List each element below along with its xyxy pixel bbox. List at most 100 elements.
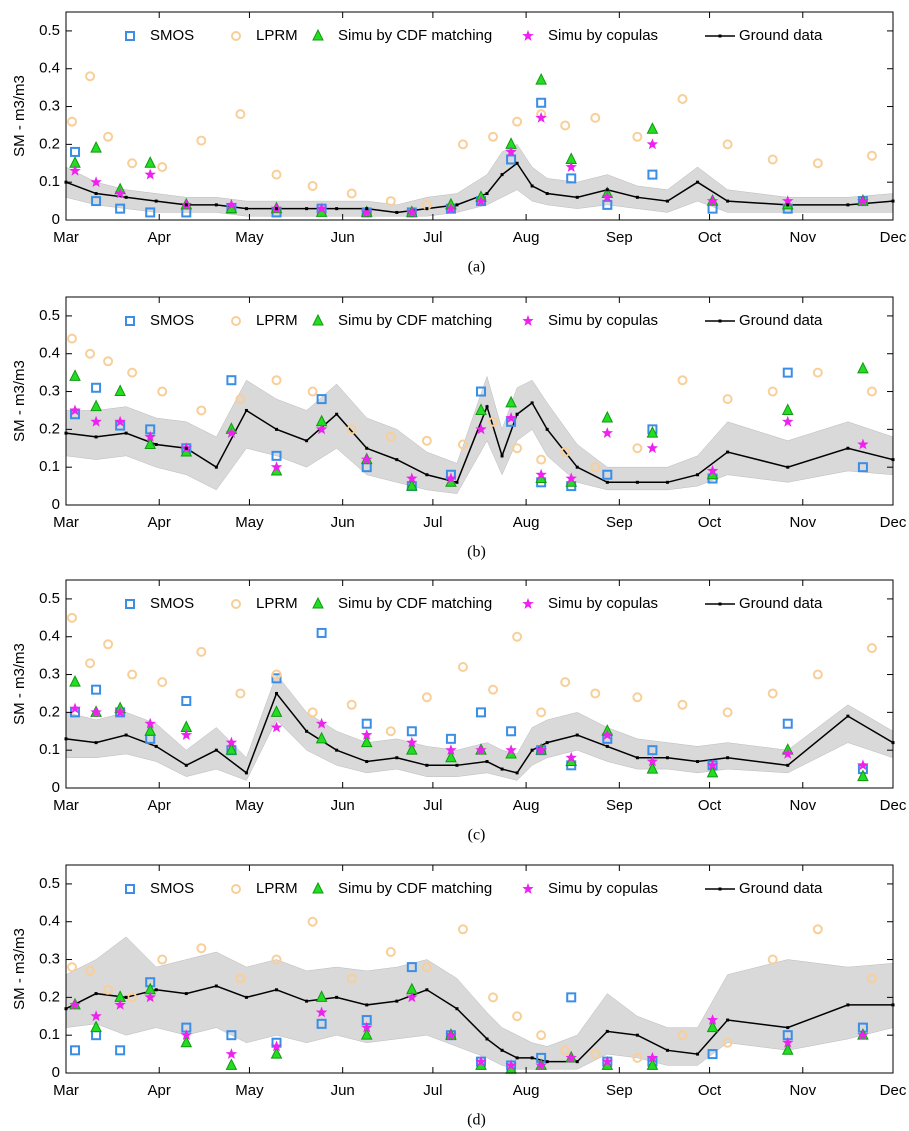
x-tick-label: Mar: [53, 514, 79, 531]
point-star: [90, 1010, 102, 1022]
point-square: [226, 1030, 237, 1041]
point-star: [601, 729, 613, 740]
point-line: [214, 465, 218, 469]
point-line: [665, 480, 669, 484]
point-line: [665, 1048, 669, 1052]
y-tick-label: 0.3: [39, 383, 60, 400]
point-line: [94, 192, 98, 196]
point-triangle: [360, 735, 373, 748]
point-star: [69, 164, 81, 176]
point-circle: [722, 707, 733, 718]
point-line: [696, 180, 700, 184]
point-line: [395, 756, 399, 760]
legend-marker: [231, 316, 241, 326]
x-tick-label: Apr: [148, 797, 171, 814]
point-line: [365, 207, 369, 211]
point-line: [214, 984, 218, 988]
point-circle: [812, 669, 823, 680]
point-square: [115, 203, 126, 214]
point-triangle: [475, 403, 487, 415]
legend-marker: [522, 315, 534, 326]
point-square: [707, 1049, 718, 1060]
point-circle: [767, 954, 778, 965]
point-circle: [85, 348, 96, 359]
legend-marker: [312, 28, 324, 41]
x-tick-label: Jul: [423, 229, 442, 246]
point-triangle: [406, 478, 418, 491]
point-square: [271, 450, 282, 461]
x-tick-label: Apr: [148, 514, 171, 531]
point-line: [786, 1026, 790, 1030]
x-tick-label: Dec: [880, 797, 907, 814]
point-circle: [85, 71, 96, 82]
point-star: [361, 206, 373, 218]
point-star: [475, 1055, 487, 1067]
y-axis-label: SM - m3/m3: [11, 360, 28, 442]
legend-label: Ground data: [739, 27, 823, 44]
x-tick-label: Sep: [606, 797, 633, 814]
point-line: [500, 454, 504, 458]
x-tick-label: May: [235, 797, 264, 814]
point-circle: [67, 612, 78, 623]
point-star: [782, 748, 794, 759]
point-circle: [722, 139, 733, 150]
point-circle: [127, 367, 138, 378]
point-line: [696, 1052, 700, 1056]
point-line: [846, 714, 850, 718]
point-star: [565, 1051, 577, 1063]
point-star: [144, 991, 156, 1003]
legend-marker: [125, 599, 135, 609]
point-circle: [590, 462, 601, 473]
point-circle: [307, 386, 318, 397]
point-line: [275, 691, 279, 695]
point-star: [505, 412, 517, 423]
point-circle: [157, 386, 168, 397]
point-circle: [157, 677, 168, 688]
point-circle: [196, 135, 207, 146]
point-circle: [677, 93, 688, 104]
point-star: [601, 1055, 613, 1067]
point-line: [305, 999, 309, 1003]
point-line: [485, 192, 489, 196]
point-circle: [385, 196, 396, 207]
point-star: [475, 195, 487, 206]
point-line: [124, 995, 128, 999]
point-circle: [488, 416, 499, 427]
point-square: [506, 726, 517, 737]
point-star: [270, 721, 283, 733]
y-tick-label: 0: [52, 496, 60, 513]
y-tick-label: 0: [52, 1064, 60, 1081]
point-line: [365, 446, 369, 450]
y-tick-label: 0: [52, 211, 60, 228]
point-circle: [488, 992, 499, 1003]
point-line: [365, 760, 369, 764]
point-triangle: [406, 743, 418, 755]
point-line: [154, 988, 158, 992]
point-line: [846, 203, 850, 207]
point-square: [647, 169, 658, 180]
point-star: [315, 1006, 328, 1018]
point-triangle: [144, 724, 157, 736]
point-triangle: [646, 1058, 659, 1070]
y-tick-label: 0.4: [39, 913, 60, 930]
point-line: [184, 446, 188, 450]
legend-label: LPRM: [256, 27, 298, 44]
point-star: [225, 736, 238, 748]
point-star: [445, 202, 457, 214]
legend-marker: [312, 881, 324, 894]
point-square: [476, 707, 487, 718]
plot-frame: [65, 296, 894, 506]
point-star: [144, 717, 156, 729]
point-star: [535, 468, 547, 480]
point-square: [145, 207, 156, 218]
point-star: [475, 423, 487, 435]
point-line: [500, 173, 504, 177]
point-circle: [127, 158, 138, 169]
point-line: [530, 1056, 534, 1060]
point-line: [726, 450, 730, 454]
point-line: [786, 203, 790, 207]
point-line: [275, 207, 279, 211]
point-star: [180, 1029, 192, 1040]
point-triangle: [445, 750, 457, 763]
y-tick-label: 0.5: [39, 875, 60, 892]
